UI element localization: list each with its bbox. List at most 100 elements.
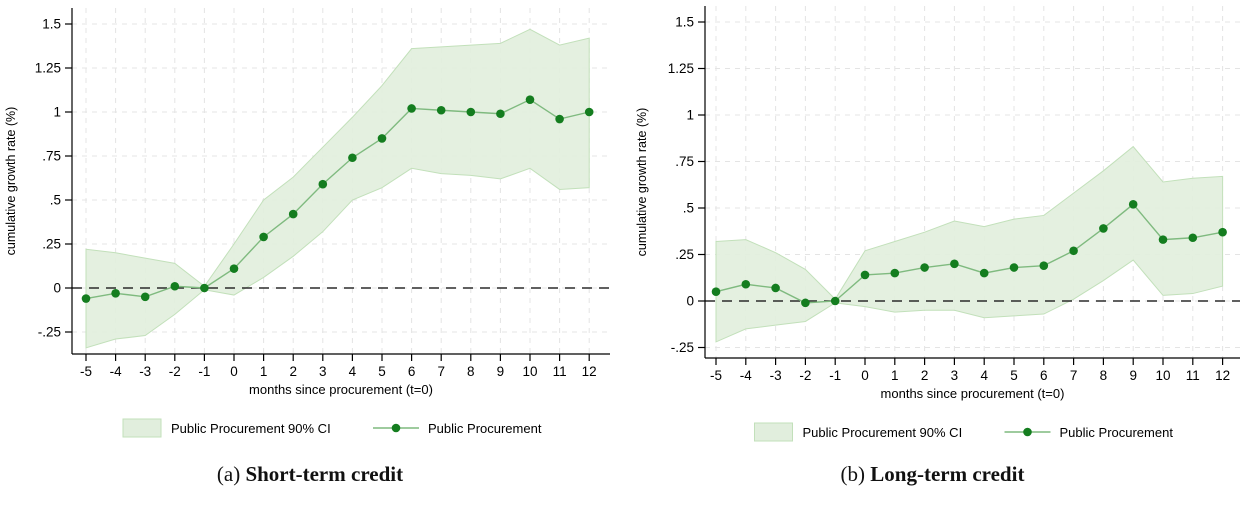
y-tick-label: .75 xyxy=(42,149,61,164)
chart-long-term-credit: 1.51.251.75.5.250-.25-5 -4 -3 -2 -1 0 1 2 3 4 5 6 7 8… xyxy=(635,6,1240,442)
data-point-marker xyxy=(229,264,239,273)
x-tick-label: 0 xyxy=(861,368,869,383)
x-tick-label: 8 xyxy=(1100,368,1108,383)
data-point-marker xyxy=(711,287,721,297)
x-tick-label: 10 xyxy=(1155,368,1170,383)
x-tick-label: 3 xyxy=(319,364,327,379)
x-tick-label: 0 xyxy=(230,364,238,379)
y-tick-label: 1.25 xyxy=(668,61,694,76)
y-axis-title: cumulative growth rate (%) xyxy=(635,108,649,257)
x-tick-label: 4 xyxy=(349,364,357,379)
data-point-marker xyxy=(890,268,900,278)
x-tick-label: 10 xyxy=(522,364,537,379)
y-tick-label: 1 xyxy=(53,105,61,120)
caption-b: (b) Long-term credit xyxy=(841,462,1025,487)
x-tick-label: 6 xyxy=(408,364,416,379)
legend-ci-swatch xyxy=(122,418,162,438)
data-point-marker xyxy=(830,296,840,306)
y-tick-label: .25 xyxy=(675,247,694,262)
data-point-marker xyxy=(525,95,535,104)
x-tick-label: -2 xyxy=(169,364,181,379)
data-point-marker xyxy=(111,288,120,298)
x-tick-label: 5 xyxy=(1010,368,1018,383)
data-point-marker xyxy=(200,283,209,293)
data-point-marker xyxy=(555,114,564,124)
x-tick-label: -1 xyxy=(829,368,841,383)
y-tick-label: .75 xyxy=(675,154,694,169)
x-tick-label: 7 xyxy=(437,364,445,379)
y-tick-label: .5 xyxy=(683,201,694,216)
x-tick-label: 11 xyxy=(1186,368,1200,383)
x-tick-label: 1 xyxy=(260,364,268,379)
y-tick-label: 1.25 xyxy=(35,61,61,76)
caption-a: (a) Short-term credit xyxy=(217,462,403,487)
data-point-marker xyxy=(81,294,91,303)
x-tick-label: 8 xyxy=(467,364,475,379)
y-tick-label: -.25 xyxy=(671,340,694,355)
data-point-marker xyxy=(1158,235,1168,244)
panel-long-term-credit: 1.5 1.25 1.75.5.25 0 -.25 -5 -4 -3 -2 -1 0 1 2 3 4 5 6 7 8… xyxy=(620,0,1245,487)
data-point-marker xyxy=(259,232,268,242)
y-tick-label: 0 xyxy=(686,294,694,309)
data-point-marker xyxy=(1099,224,1108,233)
x-tick-label: 9 xyxy=(1129,368,1137,383)
x-tick-label: 1 xyxy=(891,368,899,383)
y-tick-label: 0 xyxy=(53,281,61,296)
series-line xyxy=(85,98,590,300)
data-point-marker xyxy=(801,298,810,308)
data-point-marker xyxy=(584,107,594,117)
caption-b-prefix: (b) xyxy=(840,462,871,486)
x-tick-label: 3 xyxy=(951,368,959,383)
data-point-marker xyxy=(1218,227,1227,237)
x-tick-label: 12 xyxy=(1215,368,1230,383)
panel-short-term-credit: 1.5 1.25 1.75.5.25 0 -.25 -5 -4 -3 -2 -1 0 1 2 3 4 5 6 7 8… xyxy=(0,0,620,487)
data-point-marker xyxy=(318,179,328,189)
ci-band xyxy=(85,28,590,349)
x-tick-label: -4 xyxy=(740,368,752,383)
data-point-marker xyxy=(860,270,870,280)
data-point-marker xyxy=(1009,263,1019,272)
x-tick-label: -1 xyxy=(198,364,210,379)
legend-series-marker xyxy=(391,423,401,433)
x-tick-label: -5 xyxy=(710,368,722,383)
x-tick-label: 2 xyxy=(921,368,929,383)
data-point-marker xyxy=(436,105,446,115)
data-point-marker xyxy=(288,209,298,219)
x-axis-title: months since procurement (t=0) xyxy=(881,386,1065,401)
x-tick-label: 2 xyxy=(289,364,297,379)
data-point-marker xyxy=(466,107,476,117)
data-point-marker xyxy=(1188,233,1198,243)
y-tick-label: 1.5 xyxy=(42,17,61,32)
y-tick-label: 1.5 xyxy=(675,15,694,30)
y-tick-label: .25 xyxy=(42,237,61,252)
y-axis-title: cumulative growth rate (%) xyxy=(4,107,18,256)
data-point-marker xyxy=(170,281,180,291)
y-tick-label: 1 xyxy=(686,108,694,123)
x-tick-label: -3 xyxy=(770,368,782,383)
data-point-marker xyxy=(1069,246,1078,256)
y-tick-label: -.25 xyxy=(38,325,61,340)
data-point-marker xyxy=(377,134,387,143)
x-tick-label: -2 xyxy=(799,368,811,383)
x-tick-label: 12 xyxy=(582,364,597,379)
caption-b-title: Long-term credit xyxy=(870,462,1025,486)
legend-series-marker xyxy=(1023,427,1032,437)
x-tick-label: -5 xyxy=(80,364,92,379)
data-point-marker xyxy=(979,268,989,278)
data-point-marker xyxy=(920,263,929,272)
x-axis-title: months since procurement (t=0) xyxy=(249,382,433,397)
legend-ci-label: Public Procurement 90% CI xyxy=(171,421,331,436)
x-tick-label: 4 xyxy=(980,368,988,383)
x-tick-label: -4 xyxy=(110,364,122,379)
series-line xyxy=(715,203,1223,304)
legend-ci-swatch xyxy=(754,422,793,442)
legend-series-label: Public Procurement xyxy=(1060,425,1174,440)
data-point-marker xyxy=(1128,199,1138,209)
data-point-marker xyxy=(771,283,780,293)
caption-a-title: Short-term credit xyxy=(245,462,404,486)
legend-ci-label: Public Procurement 90% CI xyxy=(803,425,963,440)
x-tick-label: 11 xyxy=(553,364,567,379)
data-point-marker xyxy=(1039,261,1049,270)
caption-a-prefix: (a) xyxy=(216,462,246,486)
